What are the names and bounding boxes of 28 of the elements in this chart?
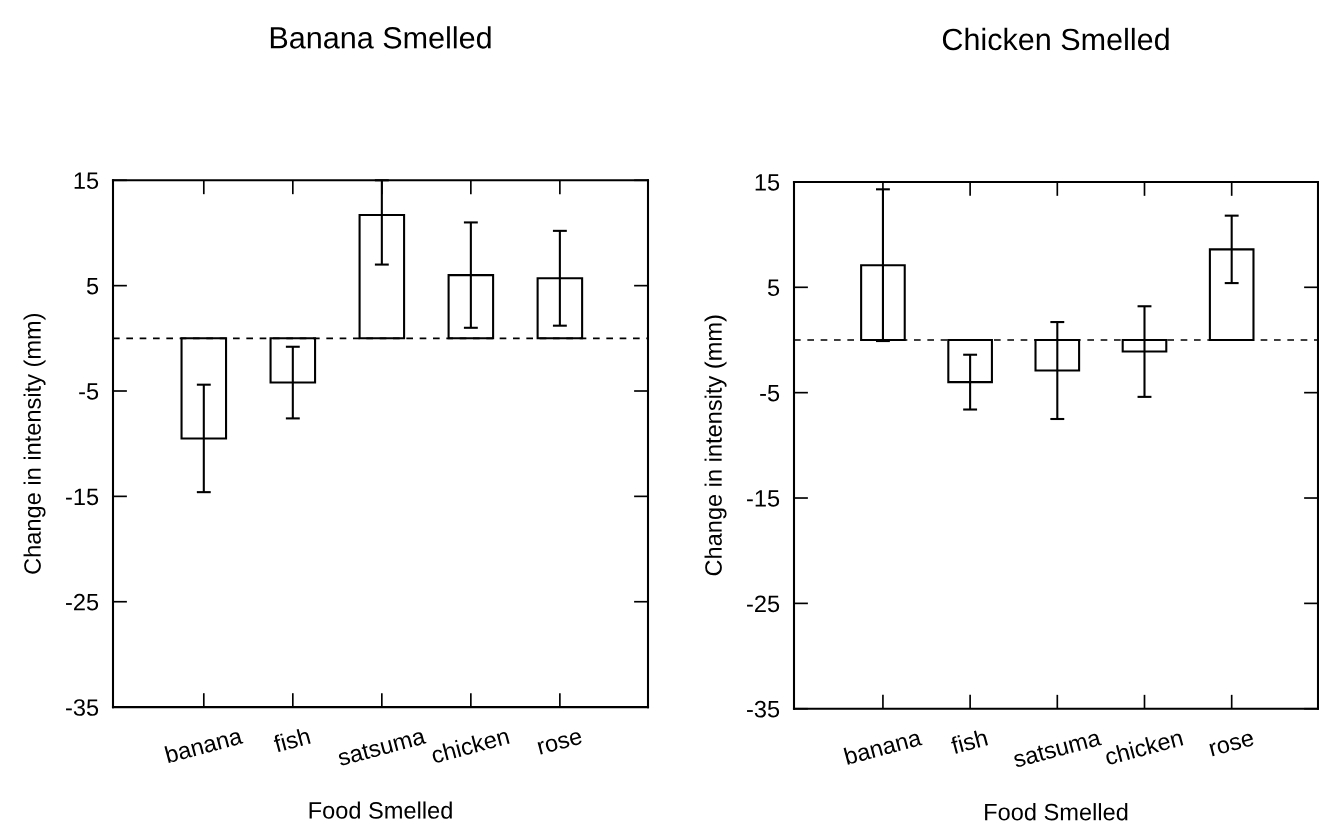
- y-tick-label: -35: [747, 700, 780, 718]
- y-tick-label: -5: [79, 383, 99, 400]
- x-tick-label: banana: [843, 728, 923, 765]
- y-tick-label: 5: [86, 277, 99, 295]
- y-axis-title: Change in intensity (mm): [704, 315, 727, 576]
- x-tick-label: chicken: [430, 726, 510, 764]
- y-tick-label: 15: [74, 172, 99, 190]
- x-axis-title: Food Smelled: [985, 803, 1128, 821]
- y-tick-label: -15: [747, 490, 780, 507]
- y-tick-label: -25: [747, 595, 780, 613]
- y-tick-label: -35: [66, 699, 99, 716]
- y-axis-title: Change in intensity (mm): [23, 313, 46, 574]
- chart-title: Chicken Smelled: [942, 27, 1169, 51]
- y-tick-label: 15: [755, 174, 780, 191]
- x-tick-label: fish: [949, 728, 989, 755]
- x-tick-label: fish: [272, 726, 311, 753]
- x-tick-label: satsuma: [1012, 729, 1103, 768]
- x-tick-label: banana: [164, 726, 244, 764]
- x-axis-title: Food Smelled: [309, 801, 452, 819]
- x-tick-label: chicken: [1103, 728, 1184, 766]
- x-tick-label: rose: [537, 731, 583, 755]
- chart-title: Banana Smelled: [270, 26, 491, 49]
- y-tick-label: -5: [760, 384, 780, 402]
- y-tick-label: -15: [66, 488, 99, 506]
- y-tick-label: 5: [767, 279, 780, 297]
- y-tick-label: -25: [66, 593, 99, 611]
- x-tick-label: rose: [1209, 732, 1255, 757]
- x-tick-label: satsuma: [337, 728, 427, 767]
